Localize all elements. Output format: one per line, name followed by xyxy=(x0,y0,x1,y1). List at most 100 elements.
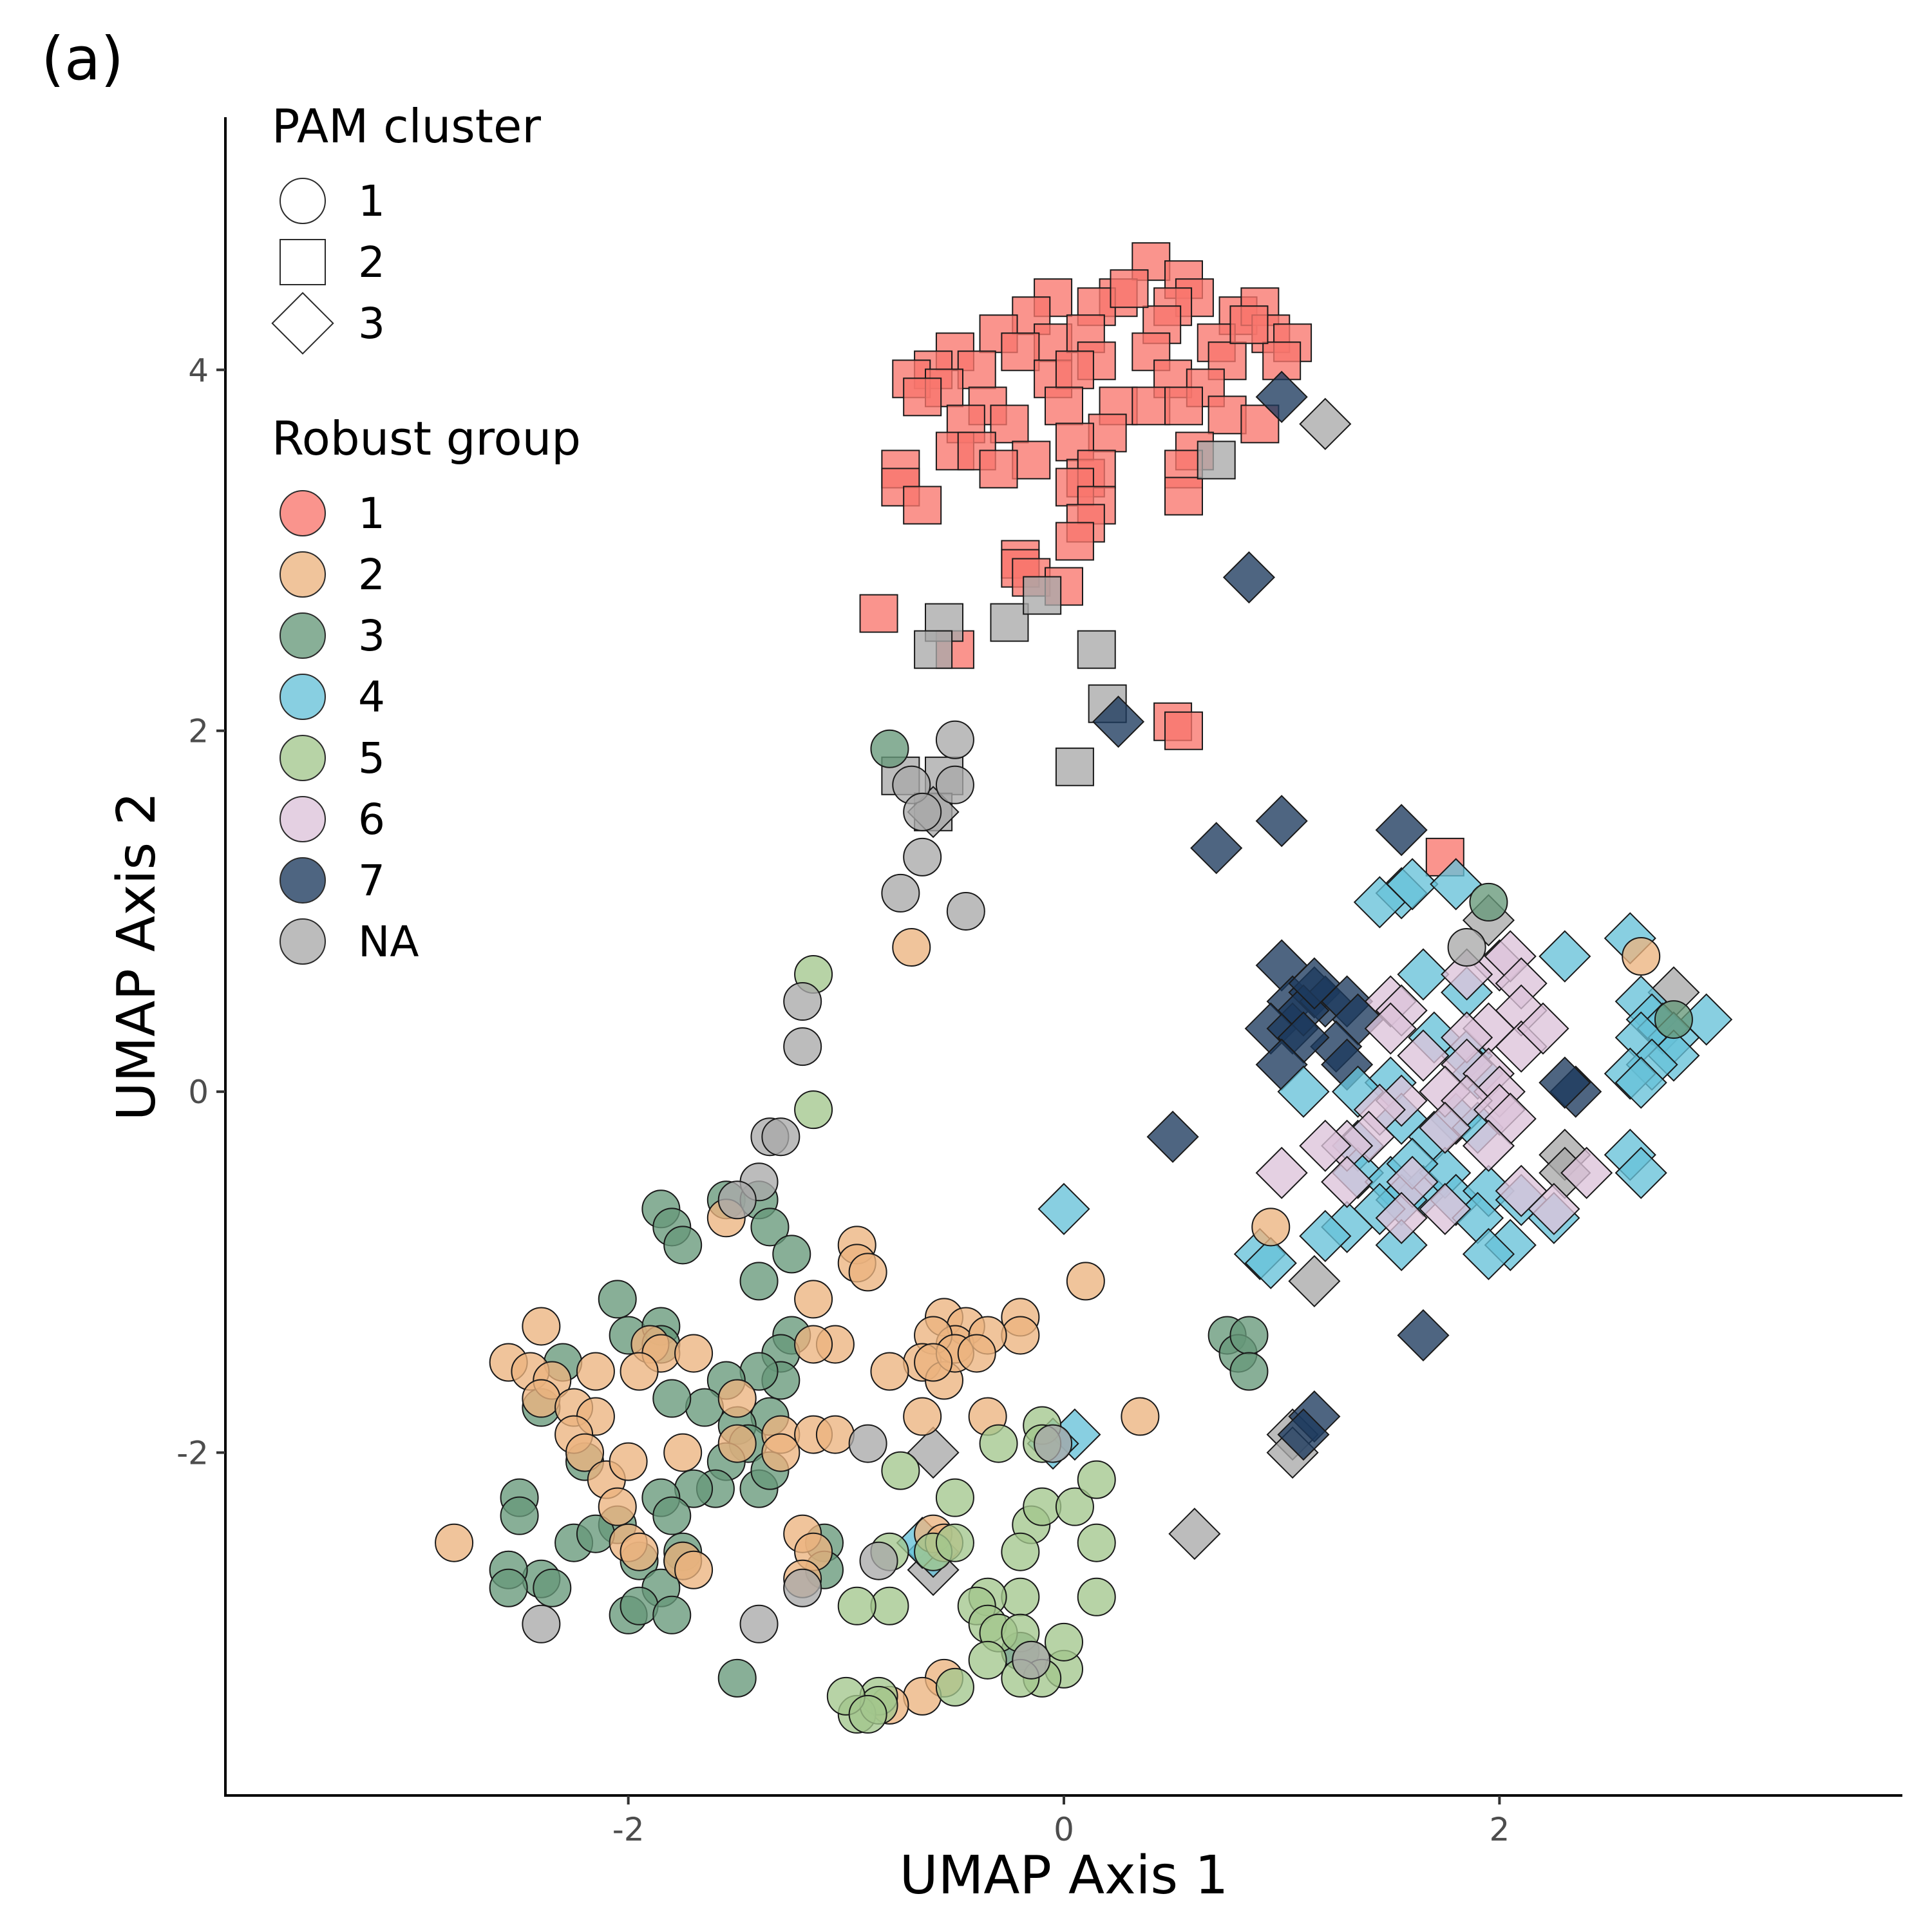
data-point xyxy=(1469,882,1508,922)
x-tick-label: -2 xyxy=(612,1811,645,1848)
y-tick-label: 0 xyxy=(188,1074,209,1111)
data-point xyxy=(1331,1065,1385,1118)
data-point xyxy=(783,982,822,1021)
data-point xyxy=(935,1523,974,1562)
data-point xyxy=(435,1523,474,1562)
data-point xyxy=(1012,1640,1051,1680)
data-point xyxy=(1146,1110,1199,1163)
data-point xyxy=(1462,1119,1515,1172)
data-point xyxy=(1023,1487,1062,1526)
data-point xyxy=(1299,1209,1352,1262)
data-point xyxy=(794,1090,833,1130)
data-point xyxy=(1045,1622,1083,1662)
data-point xyxy=(946,891,985,931)
data-point xyxy=(848,1253,887,1292)
data-point xyxy=(968,1640,1007,1680)
data-point xyxy=(772,1235,811,1274)
data-point xyxy=(1088,413,1127,453)
data-point xyxy=(1539,1056,1591,1109)
data-point xyxy=(1077,1523,1116,1562)
data-point xyxy=(1622,937,1661,976)
data-point xyxy=(685,1388,724,1427)
data-point xyxy=(663,1433,703,1472)
data-point xyxy=(903,486,942,525)
data-point xyxy=(1164,386,1203,426)
data-point xyxy=(1353,876,1406,929)
data-point xyxy=(1077,1460,1116,1499)
data-point xyxy=(1615,1146,1667,1199)
data-point xyxy=(500,1496,539,1535)
data-point xyxy=(1277,1065,1330,1118)
data-point xyxy=(674,1334,714,1373)
legend-pam-title: PAM cluster xyxy=(272,99,541,153)
data-point xyxy=(1055,350,1094,390)
data-point xyxy=(1208,395,1247,435)
data-point xyxy=(1110,269,1149,308)
data-point xyxy=(1229,1352,1269,1391)
legend-color-item-key xyxy=(279,735,326,781)
data-point xyxy=(1001,1532,1040,1571)
data-point xyxy=(1164,477,1203,516)
data-point xyxy=(1528,1182,1580,1235)
data-point xyxy=(1023,576,1062,615)
y-axis-title: UMAP Axis 2 xyxy=(106,792,167,1121)
data-point xyxy=(576,1352,615,1391)
legend-color-item-label: 2 xyxy=(358,550,385,600)
data-point xyxy=(652,1496,692,1535)
legend-color-item-key xyxy=(279,551,326,598)
data-point xyxy=(1430,858,1482,911)
data-point xyxy=(979,1424,1018,1463)
data-point xyxy=(794,1280,833,1319)
data-point xyxy=(870,1352,909,1391)
data-point xyxy=(1092,696,1145,748)
data-point xyxy=(1397,948,1450,1001)
data-point xyxy=(1397,1309,1450,1362)
data-point xyxy=(914,630,953,669)
data-point xyxy=(717,1658,757,1698)
legend-color-item-label: 4 xyxy=(358,672,385,722)
data-point xyxy=(1255,370,1308,423)
data-point xyxy=(935,1478,974,1517)
x-axis-title: UMAP Axis 1 xyxy=(900,1845,1229,1906)
data-point xyxy=(1517,1002,1569,1055)
legend-shape-item-key xyxy=(279,178,326,224)
data-point xyxy=(935,765,974,804)
legend-shape-item-label: 3 xyxy=(358,299,385,348)
panel-tag: (a) xyxy=(41,24,124,93)
data-point xyxy=(717,1180,757,1220)
data-point xyxy=(1654,1000,1693,1039)
data-point xyxy=(1277,1408,1330,1461)
legend-shape-item-label: 2 xyxy=(358,238,385,287)
legend-color-item-key xyxy=(279,612,326,659)
legend-color-item-key xyxy=(279,674,326,720)
data-point xyxy=(990,404,1029,444)
data-point xyxy=(870,1586,909,1625)
data-point xyxy=(1001,332,1040,372)
data-point xyxy=(1197,440,1236,480)
data-point xyxy=(1066,1262,1105,1301)
data-point xyxy=(881,1451,920,1490)
legend-robust-group: Robust group 1 2 3 4 5 6 7 NA xyxy=(272,415,581,967)
data-point xyxy=(1055,747,1094,786)
legend-color-item-label: 5 xyxy=(358,734,385,783)
data-point xyxy=(1077,1577,1116,1616)
data-point xyxy=(1364,1002,1417,1055)
data-point xyxy=(1001,1316,1040,1355)
data-point xyxy=(522,1604,561,1643)
data-point xyxy=(1255,1146,1308,1199)
data-point xyxy=(1055,1487,1094,1526)
legend-color-item-key xyxy=(279,857,326,904)
legend-color-item-label: 3 xyxy=(358,611,385,661)
data-point xyxy=(1045,386,1083,426)
data-point xyxy=(1397,1029,1450,1082)
x-tick-label: 2 xyxy=(1489,1811,1510,1848)
data-point xyxy=(1321,1155,1374,1208)
data-point xyxy=(1255,795,1308,848)
y-tick-label: -2 xyxy=(176,1435,209,1472)
data-point xyxy=(1190,822,1243,875)
data-point xyxy=(1288,1255,1341,1307)
data-point xyxy=(1288,957,1341,1010)
data-point xyxy=(1419,1182,1472,1235)
data-point xyxy=(1164,711,1203,750)
data-point xyxy=(663,1226,703,1265)
